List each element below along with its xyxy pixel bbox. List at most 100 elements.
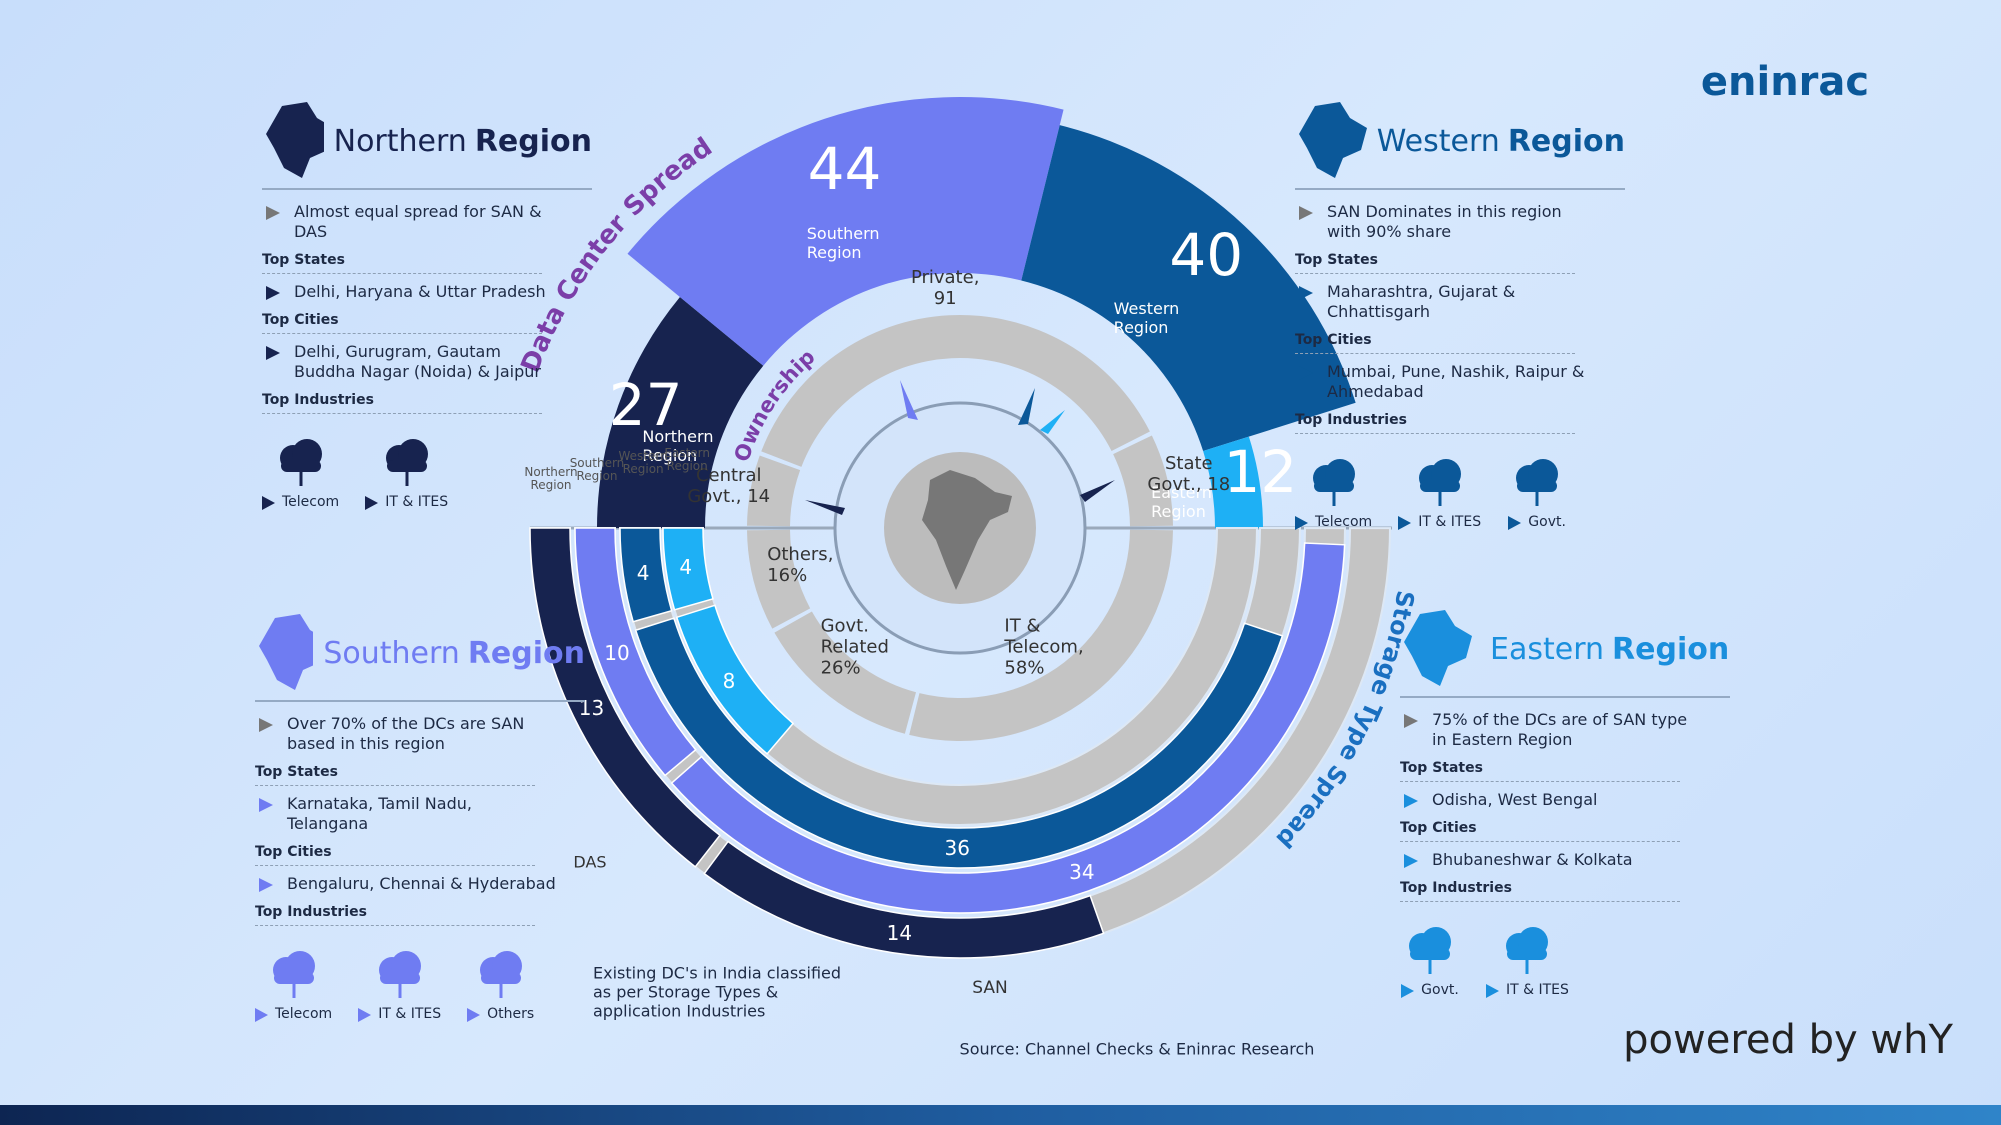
region-map-shape: [259, 614, 314, 690]
industry-name: IT & ITES: [1398, 514, 1481, 530]
industry-icon: [1418, 459, 1461, 506]
icon-part: [280, 460, 321, 472]
region-title: Eastern Region: [1400, 606, 1730, 692]
industry-name: Telecom: [1295, 514, 1372, 530]
industry-row: Telecom IT & ITES Govt.: [1295, 452, 1625, 530]
industry-icon: [479, 951, 522, 998]
industry: Telecom: [1295, 452, 1372, 530]
region-panel: Eastern Region 75% of the DCs are of SAN t…: [1400, 606, 1730, 998]
industry: Govt.: [1507, 452, 1567, 530]
industry-icon: [1516, 459, 1559, 506]
icon-part: [386, 460, 427, 472]
region-states: Delhi, Haryana & Uttar Pradesh: [262, 282, 564, 302]
icon-part: [1313, 480, 1354, 492]
industry-name: Telecom: [262, 494, 339, 510]
rule: [262, 333, 542, 334]
ownership-segment: [1113, 435, 1173, 527]
icon-part: [273, 972, 314, 984]
region-title-a: Southern: [323, 635, 460, 671]
region-title-a: Eastern: [1490, 631, 1605, 667]
region-map: [259, 614, 314, 690]
das-arc: [662, 527, 714, 611]
industry-icon: [385, 439, 428, 486]
rule: [1400, 696, 1730, 698]
icon-part: [1410, 948, 1450, 960]
rule: [1295, 433, 1575, 434]
industry-name: IT & ITES: [1486, 982, 1569, 998]
states-label: Top States: [1295, 252, 1378, 268]
rule: [262, 413, 542, 414]
region-cities: Bengaluru, Chennai & Hyderabad: [255, 874, 557, 894]
rule: [262, 188, 592, 190]
industry-icon: [1409, 927, 1451, 974]
industry: Govt.: [1400, 920, 1460, 998]
industry: Telecom: [262, 432, 339, 510]
ownership-segment: [747, 455, 801, 527]
region-title: Northern Region: [262, 98, 592, 184]
region-title-b: Region: [1612, 631, 1730, 667]
region-states: Karnataka, Tamil Nadu, Telangana: [255, 794, 557, 834]
region-panel: Northern Region Almost equal spread for SA…: [262, 98, 592, 510]
footer-bar: [0, 1105, 2001, 1125]
compass-arrows: [805, 380, 1115, 515]
region-title-b: Region: [1507, 123, 1625, 159]
region-map-shape: [1299, 102, 1367, 178]
industries-label: Top Industries: [1295, 412, 1407, 428]
region-map-shape: [1404, 610, 1472, 686]
region-map-shape: [266, 102, 324, 178]
storage-track: [661, 527, 1259, 826]
region-states: Odisha, West Bengal: [1400, 790, 1702, 810]
region-panel: Southern Region Over 70% of the DCs are SA…: [255, 610, 585, 1022]
rule: [1295, 353, 1575, 354]
compass-arrow: [900, 380, 918, 420]
rule: [255, 925, 535, 926]
rule: [1295, 273, 1575, 274]
region-title: Western Region: [1295, 98, 1625, 184]
icon-part: [379, 972, 420, 984]
rule: [1400, 901, 1680, 902]
industries-label: Top Industries: [262, 392, 374, 408]
spread-segment: [597, 297, 764, 528]
spread-segment: [627, 97, 1064, 366]
spread-segment: [1203, 436, 1263, 528]
industry: Others: [467, 944, 534, 1022]
compass-arrow: [1040, 410, 1065, 434]
industry-row: Telecom IT & ITES: [262, 432, 592, 510]
industry-segment: [747, 529, 811, 629]
industry-name: Govt.: [1401, 982, 1459, 998]
industry-icon: [1506, 927, 1549, 974]
industry-name: Telecom: [255, 1006, 332, 1022]
icon-part: [480, 972, 521, 984]
region-cities: Bhubaneshwar & Kolkata: [1400, 850, 1702, 870]
cities-label: Top Cities: [1295, 332, 1372, 348]
region-summary: 75% of the DCs are of SAN type in Easter…: [1400, 710, 1702, 750]
region-map: [266, 102, 324, 178]
region-states: Maharashtra, Gujarat & Chhattisgarh: [1295, 282, 1597, 322]
region-panel: Western Region SAN Dominates in this regio…: [1295, 98, 1625, 530]
rule: [1295, 188, 1625, 190]
industry-row: Govt. IT & ITES: [1400, 920, 1730, 998]
industries-label: Top Industries: [255, 904, 367, 920]
states-label: Top States: [1400, 760, 1483, 776]
industry-name: Others: [467, 1006, 534, 1022]
san-arc: [670, 542, 1346, 914]
industry-name: Govt.: [1508, 514, 1566, 530]
spread-segment: [1021, 125, 1356, 452]
icon-part: [1507, 948, 1548, 960]
region-title-b: Region: [474, 123, 592, 159]
rule: [255, 785, 535, 786]
icon-part: [1419, 480, 1460, 492]
cities-label: Top Cities: [1400, 820, 1477, 836]
region-title-a: Western: [1376, 123, 1500, 159]
region-summary: Over 70% of the DCs are SAN based in thi…: [255, 714, 557, 754]
industry: IT & ITES: [358, 944, 441, 1022]
industries-label: Top Industries: [1400, 880, 1512, 896]
states-label: Top States: [262, 252, 345, 268]
region-title-a: Northern: [333, 123, 467, 159]
rule: [1400, 781, 1680, 782]
industry: IT & ITES: [365, 432, 448, 510]
states-label: Top States: [255, 764, 338, 780]
region-cities: Mumbai, Pune, Nashik, Raipur & Ahmedabad: [1295, 362, 1597, 402]
industry-name: IT & ITES: [365, 494, 448, 510]
